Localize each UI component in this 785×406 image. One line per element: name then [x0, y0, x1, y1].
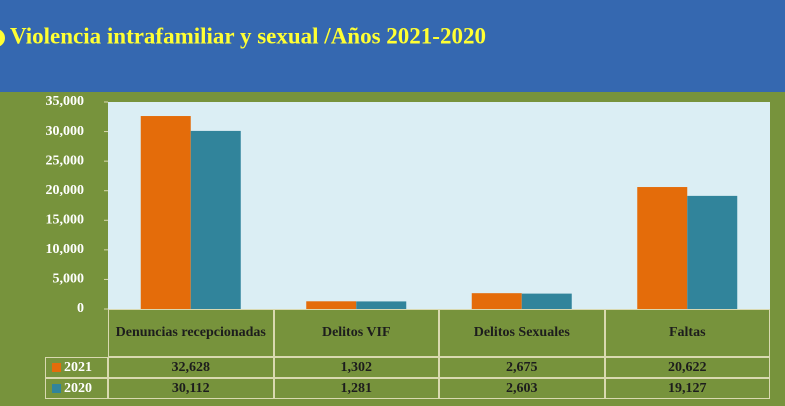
bar — [637, 187, 688, 309]
legend-swatch — [52, 384, 61, 393]
bullet — [0, 29, 5, 47]
category-cell: Denuncias recepcionadas — [108, 309, 274, 357]
y-tick-label: 20,000 — [46, 183, 85, 198]
legend-cell: 2020 — [45, 378, 108, 399]
value-cell: 20,622 — [604, 357, 770, 378]
value-cell: 2,675 — [439, 357, 605, 378]
header-band — [0, 0, 785, 92]
y-tick-label: 30,000 — [46, 124, 85, 139]
bar — [687, 195, 738, 309]
value-cell: 32,628 — [108, 357, 274, 378]
legend-label: 2020 — [64, 380, 92, 396]
legend-label: 2021 — [64, 359, 92, 375]
bar — [471, 293, 522, 309]
y-tick-label: 0 — [77, 301, 84, 316]
bar — [521, 293, 572, 309]
value-cell: 1,281 — [273, 378, 439, 399]
value-cell: 19,127 — [604, 378, 770, 399]
y-tick-label: 35,000 — [46, 94, 85, 109]
y-tick-label: 25,000 — [46, 153, 85, 168]
bar — [140, 116, 191, 309]
y-tick-label: 5,000 — [53, 272, 85, 287]
legend-cell: 2021 — [45, 357, 108, 378]
bar — [356, 301, 407, 309]
legend-swatch — [52, 363, 61, 372]
value-cell: 2,603 — [439, 378, 605, 399]
value-cell: 1,302 — [273, 357, 439, 378]
value-cell: 30,112 — [108, 378, 274, 399]
y-tick-label: 10,000 — [46, 242, 85, 257]
y-tick-label: 15,000 — [46, 213, 85, 228]
category-cell: Faltas — [604, 309, 770, 357]
chart-title: Violencia intrafamiliar y sexual /Años 2… — [10, 23, 486, 48]
bar — [190, 130, 241, 309]
category-cell: Delitos VIF — [273, 309, 439, 357]
bar — [306, 301, 357, 309]
category-cell: Delitos Sexuales — [439, 309, 605, 357]
